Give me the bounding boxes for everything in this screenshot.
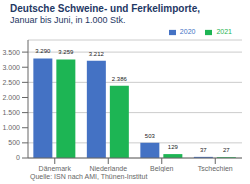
svg-text:Dänemark: Dänemark: [39, 165, 72, 172]
svg-text:503: 503: [145, 133, 156, 139]
svg-text:500: 500: [8, 139, 20, 146]
html-text:Quelle: ISN nach AMI, Thünen-I: Quelle: ISN nach AMI, Thünen-Institut: [30, 173, 148, 180]
svg-text:27: 27: [223, 147, 230, 153]
svg-text:3.290: 3.290: [35, 48, 51, 54]
svg-text:0: 0: [16, 154, 20, 161]
svg-text:3.259: 3.259: [58, 49, 74, 55]
svg-text:37: 37: [200, 147, 207, 153]
svg-text:2.386: 2.386: [112, 76, 128, 82]
svg-text:1.000: 1.000: [8, 124, 20, 131]
html-text:Januar bis Juni, in 1.000 Stk.: Januar bis Juni, in 1.000 Stk.: [10, 15, 126, 25]
svg-text:Belgien: Belgien: [150, 165, 173, 172]
html-text:2020: 2020: [179, 28, 196, 35]
svg-text:129: 129: [168, 144, 179, 150]
svg-text:2.000: 2.000: [8, 94, 20, 101]
svg-text:2.500: 2.500: [8, 79, 20, 86]
html-text:2021: 2021: [216, 28, 232, 35]
svg-text:3.500: 3.500: [8, 49, 20, 56]
svg-text:1.500: 1.500: [8, 109, 20, 116]
svg-text:3.212: 3.212: [89, 51, 105, 57]
html-text:Deutsche Schweine- und Ferkeli: Deutsche Schweine- und Ferkelimporte,: [10, 3, 200, 14]
svg-text:3.000: 3.000: [8, 64, 20, 71]
svg-text:Niederlande: Niederlande: [89, 165, 127, 172]
svg-text:Tschechien: Tschechien: [198, 165, 233, 172]
